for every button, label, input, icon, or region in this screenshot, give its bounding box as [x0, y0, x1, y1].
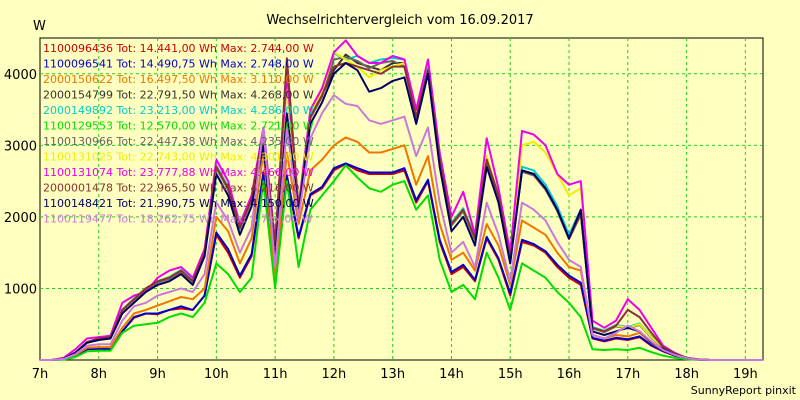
legend-entry-1100131025: 1100131025 Tot: 22.743,00 Wh Max: 4.301,…: [43, 151, 314, 164]
x-tick-label: 8h: [91, 367, 108, 382]
legend-entry-2000149892: 2000149892 Tot: 23.213,00 Wh Max: 4.286,…: [43, 104, 314, 117]
legend-entry-2000150622: 2000150622 Tot: 16.497,50 Wh Max: 3.110,…: [43, 73, 314, 86]
legend-entry-1100131074: 1100131074 Tot: 23.777,88 Wh Max: 4.466,…: [43, 166, 314, 179]
y-tick-label: 2000: [4, 211, 37, 226]
x-tick-label: 13h: [380, 367, 405, 382]
series-line-1100131074: [40, 39, 763, 361]
x-tick-label: 16h: [557, 367, 582, 382]
y-axis: 1000 2000 3000 4000: [4, 68, 37, 298]
y-axis-label: W: [33, 19, 46, 34]
y-tick-label: 3000: [4, 139, 37, 154]
x-tick-label: 7h: [32, 367, 49, 382]
legend-entry-1100148421: 1100148421 Tot: 21.390,75 Wh Max: 4.150,…: [43, 197, 314, 210]
x-tick-label: 15h: [498, 367, 523, 382]
legend-entry-1100130966: 1100130966 Tot: 22.447,38 Wh Max: 4.235,…: [43, 135, 314, 148]
legend-entry-1100129553: 1100129553 Tot: 12.570,00 Wh Max: 2.721,…: [43, 120, 314, 133]
plot-area: [39, 37, 764, 361]
x-tick-label: 14h: [439, 367, 464, 382]
chart-title: Wechselrichtervergleich vom 16.09.2017: [266, 13, 533, 28]
x-tick-label: 18h: [674, 367, 699, 382]
legend-entry-1100096541: 1100096541 Tot: 14.490,75 Wh Max: 2.748,…: [43, 58, 314, 71]
x-tick-label: 9h: [149, 367, 166, 382]
series-line-1100129553: [40, 164, 763, 361]
x-tick-label: 11h: [263, 367, 288, 382]
x-axis: 7h 8h 9h 10h 11h 12h 13h 14h 15h 16h 17h 18h 19h: [32, 367, 758, 382]
legend: 1100096436 Tot: 14.441,00 Wh Max: 2.744,…: [43, 42, 314, 226]
series-line-1100119477: [40, 94, 763, 361]
x-tick-label: 17h: [615, 367, 640, 382]
legend-entry-1100119477: 1100119477 Tot: 18.262,75 Wh Max: 3.7xx,…: [43, 213, 313, 226]
y-tick-label: 1000: [4, 282, 37, 297]
x-tick-label: 12h: [322, 367, 347, 382]
y-tick-label: 4000: [4, 68, 37, 83]
legend-entry-1100096436: 1100096436 Tot: 14.441,00 Wh Max: 2.744,…: [43, 42, 314, 55]
series-line-1100096541: [40, 162, 763, 361]
x-tick-label: 19h: [733, 367, 758, 382]
series-group: [40, 39, 763, 361]
legend-entry-2000001478: 2000001478 Tot: 22.965,50 Wh Max: 4.216,…: [43, 182, 314, 195]
series-line-2000001478: [40, 57, 763, 361]
legend-entry-2000154799: 2000154799 Tot: 22.791,50 Wh Max: 4.268,…: [43, 89, 314, 102]
footer-credit: SunnyReport pinxit: [691, 384, 797, 397]
x-tick-label: 10h: [204, 367, 229, 382]
